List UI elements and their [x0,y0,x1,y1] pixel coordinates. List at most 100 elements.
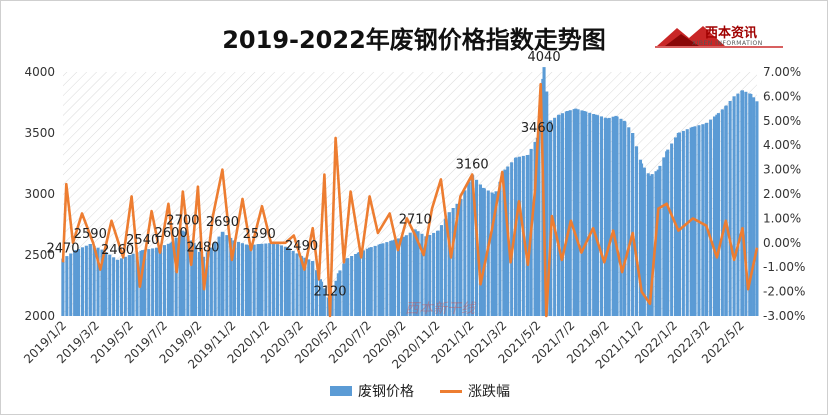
watermark: 西本新干线 [405,301,475,317]
price-bar [463,190,467,316]
data-label: 2490 [285,239,318,254]
right-tick-label: 1.00% [763,211,801,225]
price-bar [369,247,373,316]
price-bar [283,246,287,316]
price-bar [572,109,576,316]
price-bar [194,245,198,316]
price-bar [574,108,578,316]
price-bar [704,123,708,316]
data-label: 3460 [521,121,554,136]
data-label: 2540 [126,233,159,248]
price-bar [192,242,196,316]
price-bar [665,151,669,316]
price-bar [389,240,393,316]
price-bar [268,243,272,316]
right-tick-label: 6.00% [763,89,801,103]
price-bar [576,109,580,316]
data-label: 2460 [101,243,134,258]
price-bar [676,133,680,316]
legend-item-line: 涨跌幅 [468,384,510,400]
legend-swatch-line [440,389,462,393]
price-bar [244,244,248,316]
price-bar [557,114,561,316]
price-bar [517,156,521,316]
price-bar [205,252,209,316]
price-bar [451,208,455,316]
price-bar [599,116,603,317]
price-bar [493,194,497,316]
price-bar [217,236,221,316]
legend: 废钢价格 涨跌幅 [330,383,510,400]
price-bar [545,91,549,316]
price-bar [432,232,436,316]
price-bar [728,101,732,316]
price-bar [151,248,155,316]
price-bar [627,127,631,316]
price-bar [619,118,623,316]
price-bar [646,173,650,316]
price-bar [361,250,365,316]
price-bar [481,187,485,316]
price-bar [123,256,127,316]
price-bar [709,119,713,316]
price-bar [582,111,586,316]
xiben-logo [655,26,783,48]
right-tick-label: 7.00% [763,65,801,79]
price-bar [720,109,724,317]
price-bar [736,93,740,316]
price-bar [104,252,108,316]
price-bar [606,118,610,317]
price-bar [159,246,163,316]
data-label: 2480 [186,240,219,255]
price-bar [303,257,307,316]
price-bar [611,116,615,316]
price-bar [510,162,514,316]
price-bar [69,253,73,316]
price-bar [101,250,105,316]
logo-subtitle: XIBEN INFORMATION [692,40,763,47]
right-tick-label: -3.00% [763,309,805,323]
price-bar [112,257,116,316]
right-tick-label: 4.00% [763,138,801,152]
price-bar [80,247,84,316]
price-bar [141,250,145,316]
price-bar [443,218,447,316]
price-bar [237,241,241,316]
price-bar [397,238,401,316]
x-axis: 2019/1/22019/3/22019/5/22019/7/22019/9/2… [21,318,747,371]
data-label: 2700 [166,214,199,229]
price-bar [354,254,358,316]
price-bar [650,174,654,316]
price-bar [300,256,304,316]
price-bar [622,120,626,316]
left-axis: 2000 2500 3000 3500 4000 [24,65,55,323]
price-bar [286,247,290,316]
price-bar [336,273,340,316]
price-bar [614,115,618,317]
right-tick-label: 5.00% [763,114,801,128]
price-bar [295,253,299,316]
price-bar [400,237,404,316]
price-bar [681,130,685,316]
price-bar [447,212,451,316]
price-bar [229,237,233,316]
price-bar [596,115,600,316]
price-bar [537,120,541,316]
price-bar [116,259,120,316]
price-bar [169,242,173,316]
price-bar [198,251,202,316]
price-bar [580,110,584,317]
price-bar [291,250,295,316]
price-bar [320,281,324,316]
price-bar [439,225,443,316]
left-tick-label: 3500 [24,126,55,140]
right-tick-label: -2.00% [763,285,805,299]
price-bar [662,157,666,316]
price-bar [178,233,182,316]
price-bar [755,101,759,316]
price-bar [345,258,349,316]
price-bar [135,252,139,316]
price-bar [535,137,539,316]
price-bar [470,174,474,316]
price-bar [713,116,717,316]
